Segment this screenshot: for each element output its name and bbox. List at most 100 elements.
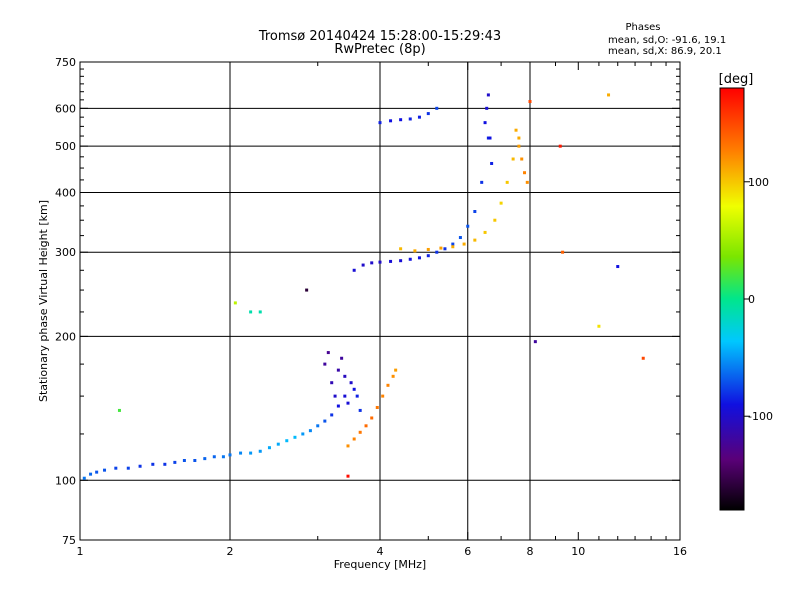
y-tick-label: 750 — [55, 56, 76, 69]
y-tick-label: 200 — [55, 330, 76, 343]
data-point — [488, 136, 492, 140]
data-point — [378, 121, 382, 125]
data-point — [316, 424, 320, 428]
data-point — [212, 455, 216, 459]
data-point — [239, 451, 243, 455]
trace-5 — [378, 106, 439, 125]
data-point — [285, 439, 289, 443]
y-tick-label: 300 — [55, 246, 76, 259]
data-point — [323, 419, 327, 423]
data-point — [173, 460, 177, 464]
x-tick-label: 6 — [464, 545, 471, 558]
data-point — [561, 250, 565, 254]
data-point — [163, 462, 167, 466]
data-point — [399, 259, 403, 263]
data-point — [228, 453, 232, 457]
data-point — [343, 374, 347, 378]
data-point — [151, 462, 155, 466]
data-point — [381, 394, 385, 398]
trace-8 — [117, 93, 645, 478]
legend-line-x: mean, sd,X: 86.9, 20.1 — [608, 46, 722, 57]
data-point — [525, 180, 529, 184]
data-point — [95, 470, 99, 474]
data-point — [458, 236, 462, 240]
axis-ticks — [79, 61, 681, 541]
data-point — [203, 457, 207, 461]
data-point — [408, 257, 412, 261]
data-point — [352, 268, 356, 272]
data-point — [426, 254, 430, 258]
trace-0 — [82, 394, 347, 480]
chart-title: Tromsø 20140424 15:28:00-15:29:43 — [258, 29, 501, 44]
data-point — [352, 437, 356, 441]
data-point — [276, 442, 280, 446]
data-point — [607, 93, 611, 97]
data-point — [391, 374, 395, 378]
data-point — [641, 356, 645, 360]
data-point — [480, 180, 484, 184]
data-point — [378, 260, 382, 264]
data-point — [301, 432, 305, 436]
data-point — [389, 119, 393, 123]
data-point — [426, 112, 430, 116]
data-point — [346, 401, 350, 405]
x-tick-label: 10 — [571, 545, 585, 558]
data-point — [352, 387, 356, 391]
data-point — [483, 230, 487, 234]
data-point — [505, 180, 509, 184]
data-point — [375, 405, 379, 409]
data-point — [89, 472, 93, 476]
trace-6 — [483, 93, 494, 165]
data-point — [117, 408, 121, 412]
data-point — [126, 466, 130, 470]
data-point — [340, 356, 344, 360]
data-point — [346, 444, 350, 448]
data-point — [349, 381, 353, 385]
legend-title: Phases — [625, 22, 660, 33]
data-points — [82, 93, 645, 480]
y-tick-label: 100 — [55, 474, 76, 487]
data-point — [413, 249, 417, 253]
data-point — [394, 368, 398, 372]
trace-7 — [514, 128, 529, 184]
gridlines — [80, 62, 680, 540]
data-point — [417, 115, 421, 119]
data-point — [138, 464, 142, 468]
data-point — [305, 288, 309, 292]
x-tick-label: 1 — [77, 545, 84, 558]
data-point — [483, 121, 487, 125]
x-tick-label: 2 — [227, 545, 234, 558]
data-point — [370, 416, 374, 420]
x-tick-labels: 1 2 4 6 8 10 16 — [77, 545, 688, 558]
y-axis-label: Stationary phase Virtual Height [km] — [37, 200, 50, 402]
data-point — [499, 201, 503, 205]
trace-2 — [346, 368, 398, 448]
data-point — [182, 458, 186, 462]
data-point — [233, 301, 237, 305]
colorbar-tick-label: 100 — [748, 176, 769, 189]
data-point — [435, 106, 439, 110]
data-point — [293, 435, 297, 439]
data-point — [364, 424, 368, 428]
chart-subtitle: RwPretec (8p) — [334, 42, 425, 57]
data-point — [258, 310, 262, 314]
data-point — [343, 394, 347, 398]
data-point — [193, 458, 197, 462]
y-tick-label: 75 — [62, 534, 76, 547]
data-point — [493, 218, 497, 222]
x-tick-label: 8 — [527, 545, 534, 558]
data-point — [249, 451, 253, 455]
x-tick-label: 16 — [673, 545, 687, 558]
data-point — [486, 93, 490, 97]
legend-line-o: mean, sd,O: -91.6, 19.1 — [608, 35, 726, 46]
colorbar-tick-label: 0 — [748, 293, 755, 306]
data-point — [528, 100, 532, 104]
data-point — [221, 455, 225, 459]
data-point — [523, 171, 527, 175]
data-point — [330, 413, 334, 417]
data-point — [358, 430, 362, 434]
data-point — [520, 157, 524, 161]
data-point — [389, 259, 393, 263]
y-tick-label: 600 — [55, 102, 76, 115]
data-point — [426, 247, 430, 251]
